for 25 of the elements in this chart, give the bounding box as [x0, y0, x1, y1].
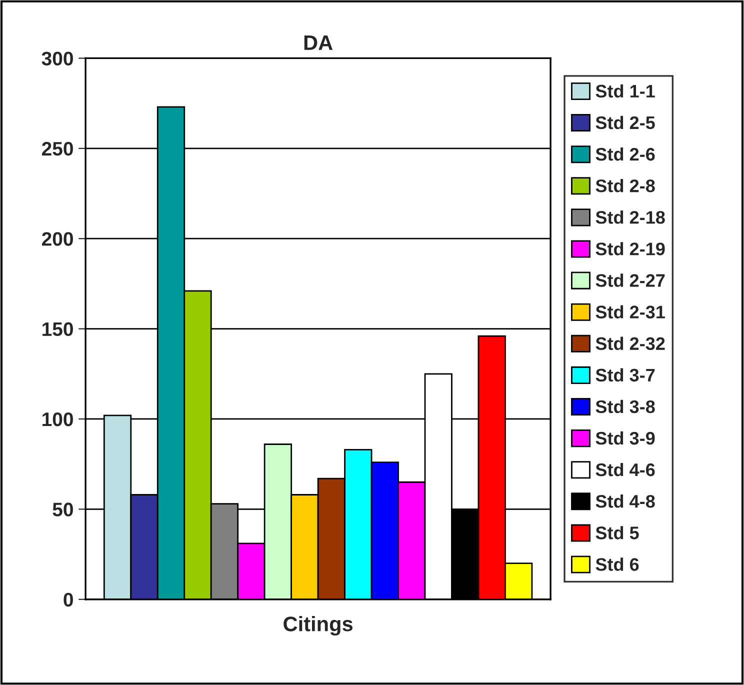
legend-label: Std 2-32	[596, 336, 665, 350]
y-tick-label: 300	[42, 52, 73, 66]
legend-label: Std 2-6	[596, 147, 655, 161]
legend-label: Std 4-8	[596, 494, 655, 508]
legend-label: Std 2-18	[596, 210, 665, 224]
legend-label: Std 2-19	[596, 242, 665, 256]
y-tick-label: 250	[42, 142, 73, 156]
legend-label: Std 3-7	[596, 368, 655, 382]
legend-label: Std 5	[596, 526, 639, 540]
legend-label: Std 3-9	[596, 431, 655, 445]
legend-label: Std 6	[596, 558, 639, 571]
y-tick-label: 0	[64, 592, 73, 607]
legend-label: Std 2-27	[596, 274, 665, 287]
legend-label: Std 3-8	[596, 400, 655, 414]
y-tick-label: 200	[42, 232, 73, 246]
chart-title: DA	[304, 36, 333, 50]
legend-label: Std 1-1	[596, 84, 655, 98]
legend-label: Std 2-8	[596, 178, 655, 192]
x-tick-label: Citings	[284, 616, 353, 636]
y-tick-label: 150	[42, 322, 73, 336]
legend-label: Std 2-5	[596, 116, 655, 130]
legend-label: Std 4-6	[596, 462, 655, 476]
y-tick-label: 50	[52, 502, 73, 516]
y-tick-label: 100	[42, 412, 73, 426]
legend-label: Std 2-31	[596, 305, 665, 318]
